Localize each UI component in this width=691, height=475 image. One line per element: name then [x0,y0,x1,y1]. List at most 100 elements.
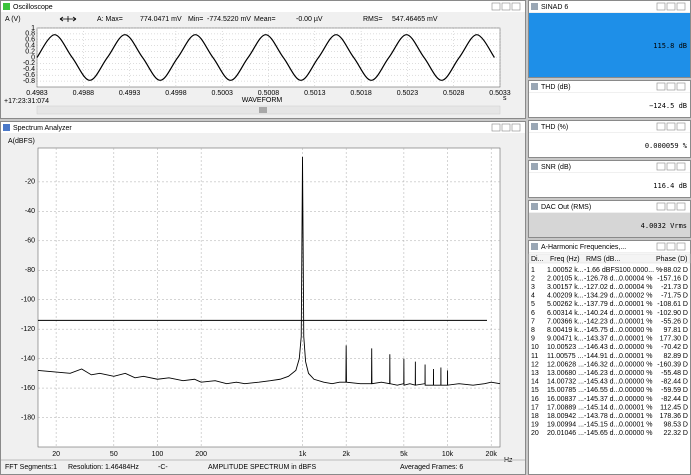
table-cell: 1.00052 k... [547,267,584,274]
window-title: SNR (dB) [541,164,571,171]
table-cell: 11 [531,353,538,360]
table-cell: 16 [531,396,539,403]
title-bar [529,161,690,172]
table-cell: -145.43 d... [584,379,619,386]
readout-value: 0.000059 % [645,142,688,150]
title-bar [1,1,525,12]
window-title: SINAD 6 [541,4,568,11]
table-cell: -143.78 d... [584,413,619,420]
table-cell: 6 [531,310,535,317]
x-tick-label: 0.4988 [73,90,95,97]
close-button[interactable] [676,2,686,11]
table-cell: 10.00523 ... [547,344,584,351]
table-cell: 0.00002 % [619,293,652,300]
x-tick-label: 0.4993 [119,90,141,97]
table-cell: -140.24 d... [584,310,619,317]
x-tick-label: 0.5008 [258,90,280,97]
window-title: A-Harmonic Frequencies,... [541,244,626,251]
y-tick-label: 0.6 [25,37,35,44]
y-tick-label: -120 [21,326,35,333]
minimize-button[interactable] [656,122,666,131]
table-cell: 100.0000... % [619,267,662,274]
y-tick-label: 0.4 [25,43,35,50]
table-cell: 17.00889 ... [547,404,584,411]
window-icon [531,83,538,90]
table-cell: -59.59 D [661,387,688,394]
table-cell: 0.00000 % [619,361,652,368]
table-cell: -55.26 D [661,318,688,325]
x-tick-label: 0.5028 [443,90,465,97]
stat-label: A: Max= [97,16,123,23]
table-cell: 13.00680 ... [547,370,584,377]
table-cell: 0.00000 % [619,387,652,394]
readout-value: 116.4 dB [653,182,687,190]
table-cell: 15 [531,387,539,394]
maximize-button[interactable] [666,202,676,211]
table-cell: 0.00001 % [619,353,652,360]
readout-body [529,93,690,117]
y-tick-label: -160 [21,385,35,392]
table-cell: 11.00575 ... [547,353,584,360]
maximize-button[interactable] [666,2,676,11]
minimize-button[interactable] [656,162,666,171]
close-button[interactable] [676,202,686,211]
y-tick-label: 0 [31,54,35,61]
table-header [528,253,691,264]
maximize-button[interactable] [666,122,676,131]
minimize-button[interactable] [656,82,666,91]
minimize-button[interactable] [491,123,501,132]
table-cell: 20.01046 ... [547,430,584,437]
window-icon [531,243,538,250]
scrollbar[interactable] [36,105,501,115]
x-tick-label: 10k [442,451,454,458]
readout-body [529,13,690,77]
table-cell: 18 [531,413,539,420]
minimize-button[interactable] [656,242,666,251]
y-tick-label: -40 [25,208,35,215]
window-title: DAC Out (RMS) [541,204,591,211]
x-tick-label: 0.4983 [26,90,48,97]
maximize-button[interactable] [501,2,511,11]
table-cell: -145.37 d... [584,396,619,403]
close-button[interactable] [511,123,521,132]
close-button[interactable] [676,122,686,131]
table-cell: 5 [531,301,535,308]
table-cell: 2.00105 k... [547,275,584,282]
close-button[interactable] [676,242,686,251]
table-cell: 112.45 D [660,404,688,411]
scroll-thumb[interactable] [259,107,267,113]
close-button[interactable] [676,162,686,171]
table-cell: 1 [531,267,535,274]
window-title: Spectrum Analyzer [13,125,72,132]
window-title: THD (%) [541,124,568,131]
maximize-button[interactable] [666,242,676,251]
title-bar [529,201,690,212]
x-tick-label: 20 [52,451,60,458]
x-unit: s [503,95,507,102]
title-bar [529,241,690,252]
close-button[interactable] [676,82,686,91]
window-title: THD (dB) [541,84,571,91]
close-button[interactable] [511,2,521,11]
table-cell: -82.44 D [661,396,688,403]
table-cell: 0.00001 % [619,301,652,308]
table-cell: 16.00837 ... [547,396,584,403]
table-cell: 12.00628 ... [547,361,584,368]
table-cell: 20 [531,430,539,437]
spectrum-line [37,156,501,386]
x-tick-label: 5k [400,451,408,458]
table-cell: 0.00000 % [619,370,652,377]
minimize-button[interactable] [491,2,501,11]
maximize-button[interactable] [666,162,676,171]
minimize-button[interactable] [656,202,666,211]
y-tick-label: 0.8 [25,31,35,38]
table-cell: 9 [531,336,535,343]
y-tick-label: -60 [25,238,35,245]
table-cell: -88.02 D [661,267,688,274]
minimize-button[interactable] [656,2,666,11]
status-text: Resolution: 1.46484Hz [68,464,139,471]
maximize-button[interactable] [666,82,676,91]
maximize-button[interactable] [501,123,511,132]
readout-body [529,213,690,237]
